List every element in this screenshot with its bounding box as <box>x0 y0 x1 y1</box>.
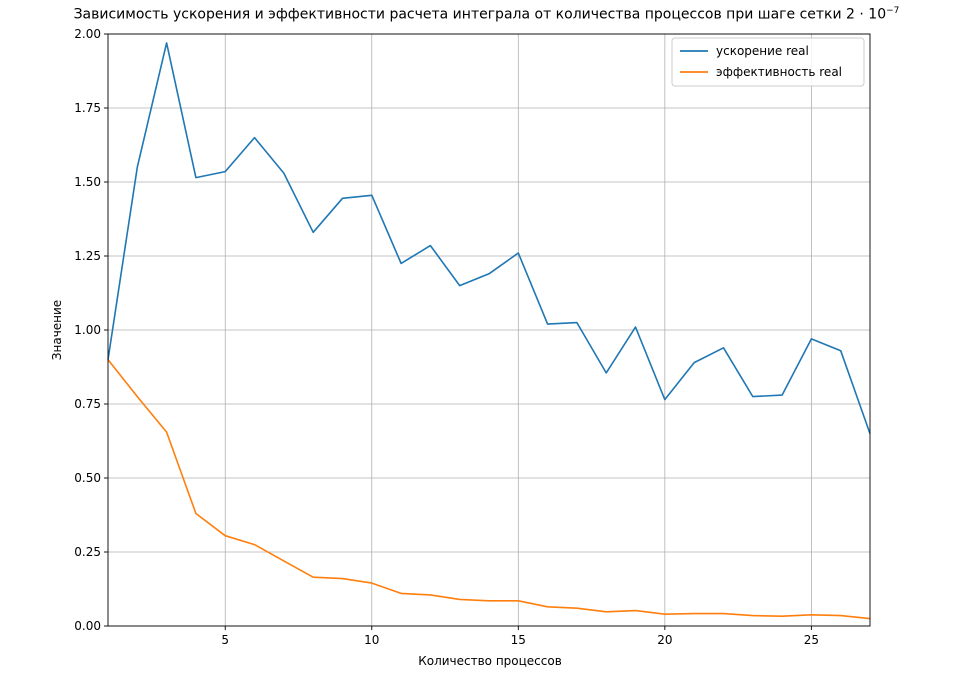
x-tick-label: 25 <box>804 633 819 647</box>
legend-label-1: ускорение real <box>716 44 809 58</box>
x-tick-label: 15 <box>511 633 526 647</box>
y-tick-label: 1.25 <box>74 249 101 263</box>
legend-box <box>671 37 865 87</box>
y-tick-label: 1.00 <box>74 323 101 337</box>
y-axis-label: Значение <box>50 299 64 361</box>
series-line-1 <box>107 42 871 434</box>
y-tick-label: 1.75 <box>74 101 101 115</box>
x-axis-label: Количество процессов <box>418 654 562 668</box>
y-tick-label: 0.50 <box>74 471 101 485</box>
legend-label-2: эффективность real <box>716 65 842 79</box>
x-tick-label: 5 <box>221 633 229 647</box>
x-tick-label: 20 <box>657 633 672 647</box>
y-tick-label: 0.25 <box>74 545 101 559</box>
series-line-2 <box>107 359 871 620</box>
y-tick-label: 2.00 <box>74 27 101 41</box>
x-tick-label: 10 <box>364 633 379 647</box>
y-tick-label: 1.50 <box>74 175 101 189</box>
y-tick-label: 0.75 <box>74 397 101 411</box>
chart-title: Зависимость ускорения и эффективности ра… <box>73 6 900 23</box>
y-tick-label: 0.00 <box>74 619 101 633</box>
